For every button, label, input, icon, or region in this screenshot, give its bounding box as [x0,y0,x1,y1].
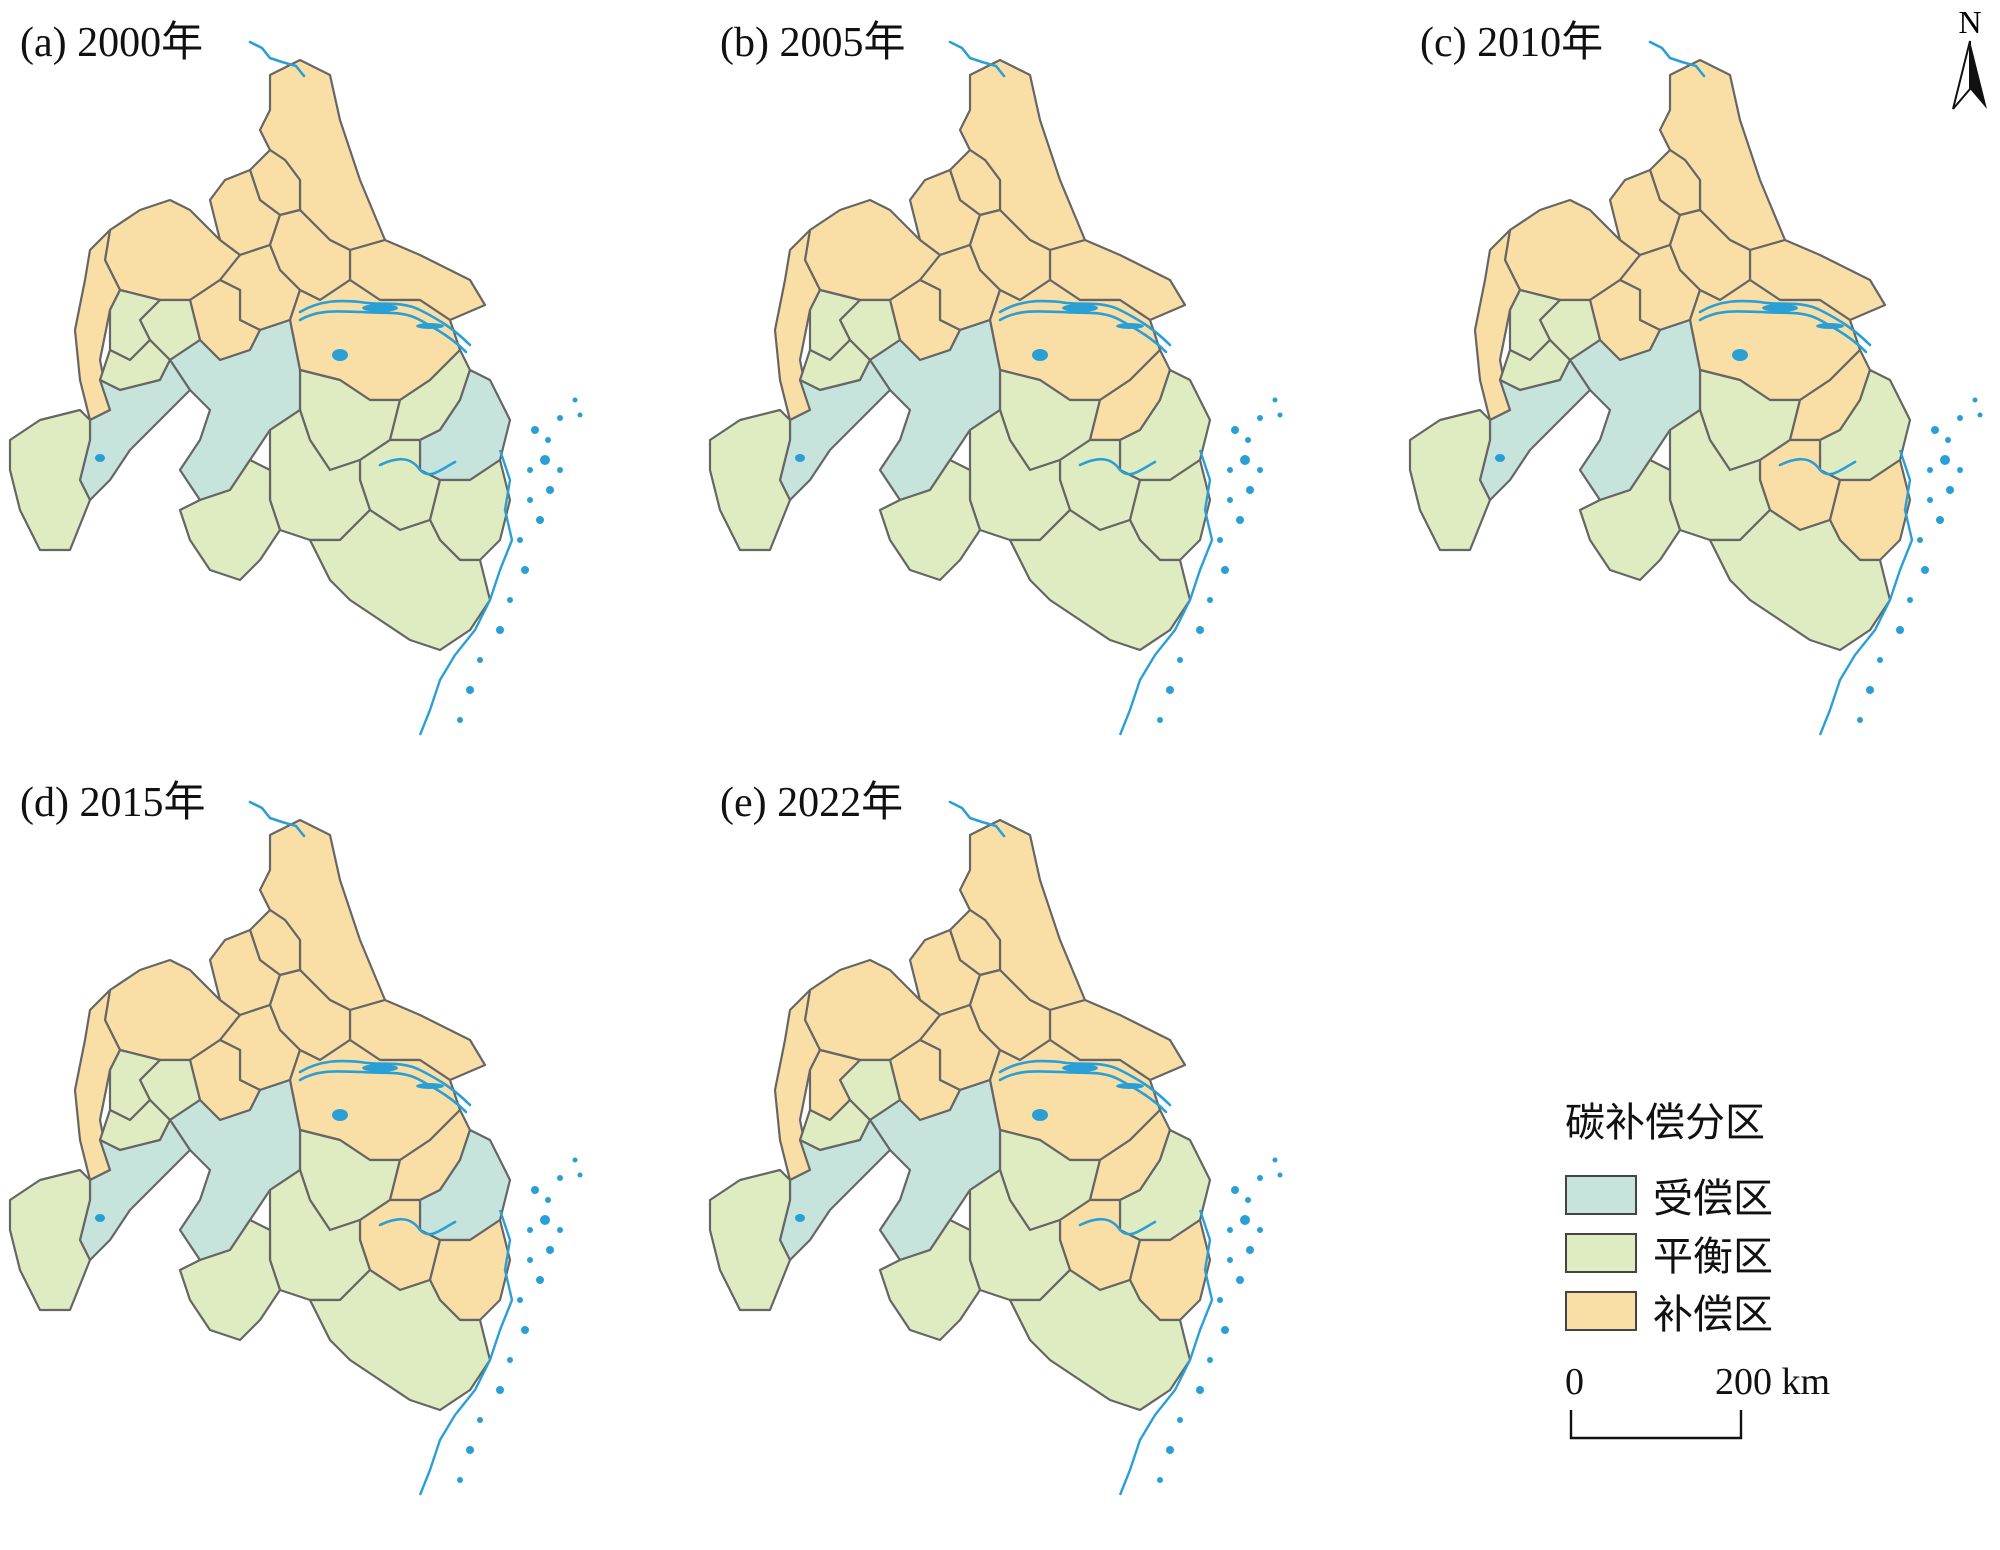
scale-end-label: 200 km [1715,1361,1831,1403]
lake [795,1214,805,1222]
south-coastline [1118,1209,1214,1496]
regions-layer [708,58,1212,652]
region-r23 [1578,458,1682,582]
legend-swatch-c [1565,1291,1637,1331]
scale-line [1569,1410,1743,1440]
scale-start-label: 0 [1565,1361,1584,1403]
region-r21 [708,1168,792,1312]
region-r23 [878,1218,982,1342]
lake [332,1109,348,1121]
south-coastline [1818,449,1914,736]
map-svg [8,40,583,736]
qiantang-bay [1778,457,1857,476]
region-r23 [878,458,982,582]
qiantang-bay [1078,1217,1157,1236]
north-label: N [1958,5,1981,40]
north-coastline [948,40,1006,78]
panel-title: (d) 2015年 [20,780,206,826]
lake [1732,349,1748,361]
legend-title: 碳补偿分区 [1565,1100,1765,1146]
north-coastline [248,800,306,838]
region-r24 [1008,1268,1192,1412]
qiantang-bay [1078,457,1157,476]
lake [95,1214,105,1222]
map-panel-d: (d) 2015年 [0,760,620,1520]
legend-swatch-b [1565,1233,1637,1273]
panel-title: (b) 2005年 [720,20,906,66]
qiantang-bay [378,457,457,476]
lake [795,454,805,462]
map-svg [8,800,583,1496]
map-panel-c: (c) 2010年 [1400,0,2000,760]
south-coastline [418,449,514,736]
yangtze-river [998,299,1172,354]
map-svg [708,800,1283,1496]
yangtze-river [298,299,472,354]
map-svg [708,40,1283,736]
legend: 碳补偿分区 受偿区 平衡区 补偿区 [1565,1090,1865,1340]
legend-item: 受偿区 [1565,1166,1865,1224]
region-r24 [1008,508,1192,652]
north-arrow-icon: N [1952,4,1987,110]
qiantang-bay [378,1217,457,1236]
islands [457,397,583,723]
north-coastline [248,40,306,78]
region-r24 [308,508,492,652]
lake [1495,454,1505,462]
islands [1157,397,1283,723]
regions-layer [8,818,512,1412]
legend-label: 受偿区 [1653,1176,1773,1222]
region-r21 [8,408,92,552]
regions-layer [708,818,1212,1412]
region-r23 [178,458,282,582]
map-svg [1408,40,1983,736]
region-r24 [308,1268,492,1412]
lake [332,349,348,361]
region-r23 [178,1218,282,1342]
legend-label: 平衡区 [1653,1234,1773,1280]
north-arrow: N [1945,4,1995,115]
yangtze-river [1698,299,1872,354]
north-coastline [948,800,1006,838]
legend-item: 补偿区 [1565,1282,1865,1340]
north-coastline [1648,40,1706,78]
region-r21 [1408,408,1492,552]
south-coastline [418,1209,514,1496]
regions-layer [1408,58,1912,652]
yangtze-river [998,1059,1172,1114]
panel-title: (a) 2000年 [20,20,204,66]
yangtze-river [298,1059,472,1114]
lake [95,454,105,462]
islands [1857,397,1983,723]
legend-label: 补偿区 [1653,1292,1773,1338]
map-panel-e: (e) 2022年 [700,760,1320,1520]
region-r24 [1708,508,1892,652]
legend-item: 平衡区 [1565,1224,1865,1282]
map-panel-b: (b) 2005年 [700,0,1320,760]
scale-bar: 0 200 km [1565,1360,1830,1450]
islands [457,1157,583,1483]
islands [1157,1157,1283,1483]
panel-title: (c) 2010年 [1420,20,1604,66]
regions-layer [8,58,512,652]
panel-title: (e) 2022年 [720,780,904,826]
lake [1032,1109,1048,1121]
map-panel-a: (a) 2000年 [0,0,620,760]
legend-swatch-r [1565,1175,1637,1215]
lake [1032,349,1048,361]
south-coastline [1118,449,1214,736]
region-r21 [8,1168,92,1312]
region-r21 [708,408,792,552]
